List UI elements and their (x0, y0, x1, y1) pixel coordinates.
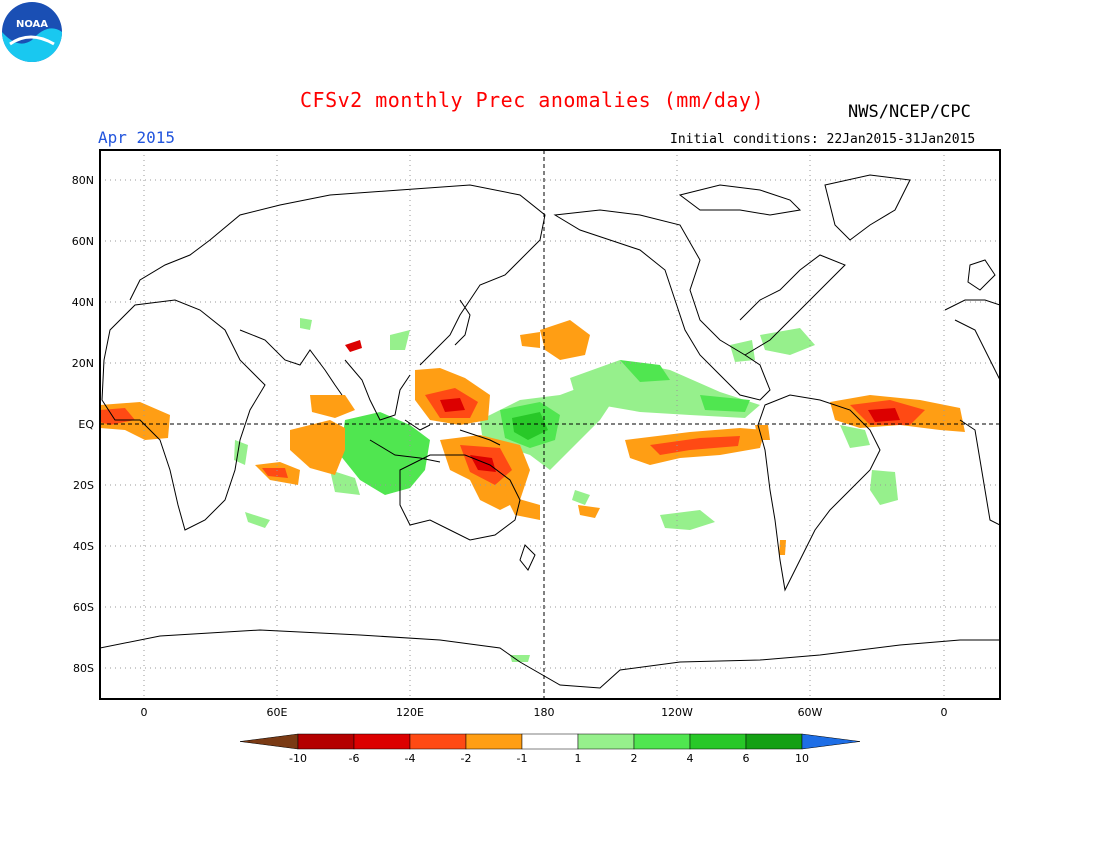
lat-label: 40S (73, 540, 94, 553)
colorbar-arrow-right (801, 733, 861, 750)
colorbar-tick-label: 1 (575, 752, 582, 765)
colorbar-tick-label: 6 (743, 752, 750, 765)
lon-label: 180 (534, 706, 555, 719)
colorbar-arrow-left (239, 733, 299, 750)
lat-label: 40N (72, 296, 94, 309)
colorbar-tick-label: -4 (405, 752, 416, 765)
colorbar-tick-label: -10 (289, 752, 307, 765)
positive-anomalies (234, 318, 898, 662)
valid-month-label: Apr 2015 (98, 128, 176, 147)
colorbar-swatch (745, 733, 803, 750)
latitude-labels: 80N 60N 40N 20N EQ 20S 40S 60S 80S (72, 174, 95, 675)
colorbar-tick-label: 10 (795, 752, 809, 765)
colorbar-tick-label: -1 (517, 752, 528, 765)
lat-label: 80N (72, 174, 94, 187)
colorbar-swatch (353, 733, 411, 750)
coastlines (100, 174, 1000, 689)
longitude-labels: 0 60E 120E 180 120W 60W 0 (141, 706, 948, 719)
colorbar-swatch (297, 733, 355, 750)
lon-label: 0 (141, 706, 148, 719)
lat-label: 60N (72, 235, 94, 248)
noaa-logo-text: NOAA (16, 19, 48, 30)
lat-label: 20N (72, 357, 94, 370)
agency-label: NWS/NCEP/CPC (848, 102, 971, 122)
map-frame (99, 149, 1001, 700)
gridlines (100, 150, 1000, 699)
noaa-logo-icon: NOAA (2, 2, 62, 62)
lon-label: 60W (798, 706, 823, 719)
colorbar-swatch (521, 733, 579, 750)
colorbar-tick-label: 4 (687, 752, 694, 765)
colorbar-tick-label: -2 (461, 752, 472, 765)
lat-label: 20S (73, 479, 94, 492)
lon-label: 0 (941, 706, 948, 719)
colorbar-tick-label: -6 (349, 752, 360, 765)
colorbar-tick-label: 2 (631, 752, 638, 765)
negative-anomalies (100, 320, 965, 555)
colorbar-swatch (577, 733, 635, 750)
lon-label: 120W (661, 706, 693, 719)
colorbar-swatch (689, 733, 747, 750)
anomaly-field (100, 318, 965, 662)
colorbar-swatch (633, 733, 691, 750)
lon-label: 120E (396, 706, 424, 719)
chart-title: CFSv2 monthly Prec anomalies (mm/day) (300, 88, 765, 112)
colorbar-legend: -10 -6 -4 -2 -1 1 2 4 6 10 (239, 733, 861, 765)
lat-label: 60S (73, 601, 94, 614)
lat-label: EQ (78, 418, 94, 431)
equator-dateline (100, 150, 1000, 699)
colorbar-swatch (465, 733, 523, 750)
lat-label: 80S (73, 662, 94, 675)
lon-label: 60E (267, 706, 288, 719)
colorbar-swatch (409, 733, 467, 750)
initial-conditions-label: Initial conditions: 22Jan2015-31Jan2015 (670, 132, 976, 147)
